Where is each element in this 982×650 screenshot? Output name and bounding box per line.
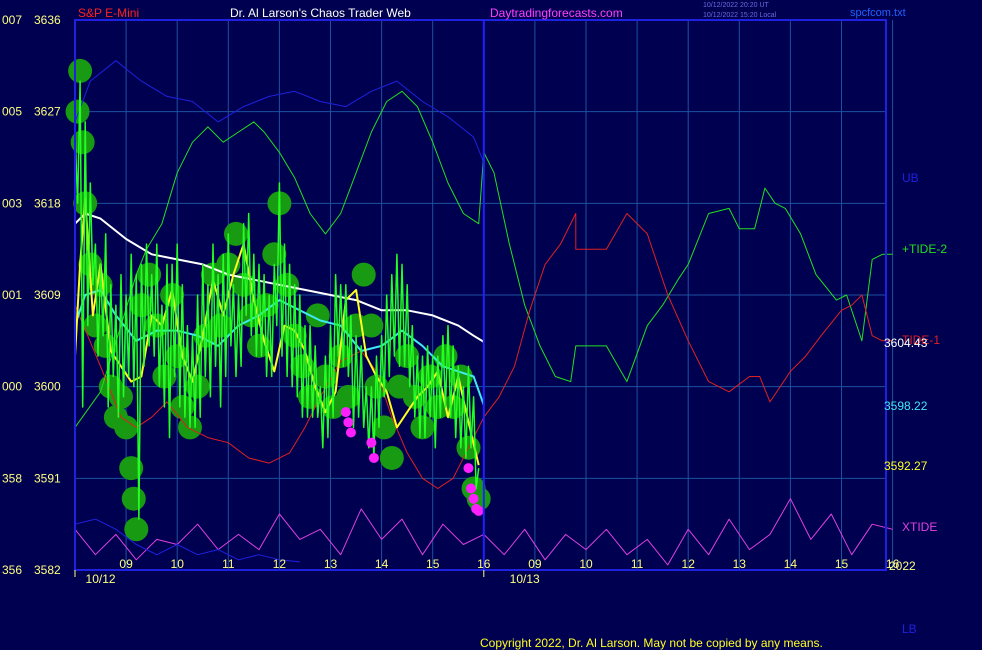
right-label: 2022 bbox=[889, 559, 916, 573]
y-tick-left-label: 358 bbox=[2, 471, 22, 485]
right-label: 3592.27 bbox=[884, 459, 928, 473]
y-tick-right-label: 3636 bbox=[34, 13, 61, 27]
series-line-tide2 bbox=[74, 90, 893, 428]
y-tick-left-label: 000 bbox=[2, 380, 22, 394]
series-line-white_avg bbox=[74, 212, 485, 343]
magenta-dots bbox=[340, 407, 484, 516]
price-circle bbox=[121, 486, 146, 511]
price-circle bbox=[262, 242, 287, 267]
header-author: Dr. Al Larson's Chaos Trader Web bbox=[230, 6, 411, 20]
price-circle bbox=[418, 364, 443, 389]
magenta-dot bbox=[340, 407, 351, 418]
magenta-dot bbox=[345, 427, 356, 438]
right-label: UB bbox=[902, 171, 919, 185]
magenta-dot bbox=[366, 437, 377, 448]
series-line-lb_low bbox=[74, 518, 300, 563]
right-label: 3598.22 bbox=[884, 399, 928, 413]
price-circle bbox=[83, 313, 108, 338]
right-label: LB bbox=[902, 622, 917, 636]
series-line-price bbox=[74, 80, 480, 520]
y-tick-left-label: 001 bbox=[2, 288, 22, 302]
price-circle bbox=[114, 415, 139, 440]
price-circle bbox=[124, 517, 149, 542]
x-tick-label: 13 bbox=[324, 557, 338, 571]
series-line-tide1 bbox=[74, 213, 893, 489]
y-tick-left-label: 003 bbox=[2, 196, 22, 210]
y-tick-right-label: 3582 bbox=[34, 563, 61, 577]
price-circle bbox=[119, 456, 144, 481]
magenta-dot bbox=[463, 463, 474, 474]
right-label: XTIDE bbox=[902, 520, 937, 534]
price-circle bbox=[65, 99, 90, 124]
x-tick-label: 16 bbox=[477, 557, 491, 571]
header-site[interactable]: Daytradingforecasts.com bbox=[490, 6, 623, 20]
y-tick-right-label: 3600 bbox=[34, 380, 61, 394]
x-tick-label: 15 bbox=[835, 557, 849, 571]
y-tick-right-label: 3618 bbox=[34, 196, 61, 210]
x-tick-label: 10 bbox=[579, 557, 593, 571]
x-tick-label: 14 bbox=[784, 557, 798, 571]
price-circle bbox=[70, 130, 95, 155]
x-tick-label: 14 bbox=[375, 557, 389, 571]
price-circle bbox=[410, 415, 435, 440]
y-axis-labels: 007 3636 005 3627 003 3618 001 3609 000 3600 358 35… bbox=[2, 13, 61, 577]
magenta-dot bbox=[466, 483, 477, 494]
copyright-notice: Copyright 2022, Dr. Al Larson. May not b… bbox=[480, 636, 823, 650]
plot-frame bbox=[74, 19, 887, 571]
price-circle bbox=[223, 221, 248, 246]
y-tick-left-label: 007 bbox=[2, 13, 22, 27]
x-tick-label: 12 bbox=[273, 557, 287, 571]
price-circle bbox=[137, 262, 162, 287]
magenta-dot bbox=[473, 505, 484, 516]
y-tick-right-label: 3609 bbox=[34, 288, 61, 302]
header-file: spcfcom.txt bbox=[850, 7, 906, 19]
header-stamp-local: 10/12/2022 15:20 Local bbox=[703, 12, 777, 19]
y-tick-left-label: 356 bbox=[2, 563, 22, 577]
x-tick-label: 16 bbox=[886, 557, 900, 571]
x-tick-label: 09 bbox=[119, 557, 133, 571]
right-label: +TIDE-2 bbox=[902, 242, 947, 256]
x-axis-labels: 09 10 11 12 13 14 15 16 09 10 11 12 13 14 15 16 10/12 10/… bbox=[74, 557, 900, 586]
x-tick-label: 13 bbox=[733, 557, 747, 571]
y-tick-right-label: 3627 bbox=[34, 105, 61, 119]
y-tick-right-label: 3591 bbox=[34, 471, 61, 485]
header-symbol: S&P E-Mini bbox=[78, 6, 139, 20]
price-circle bbox=[68, 58, 93, 83]
x-tick-label: 10 bbox=[171, 557, 185, 571]
series-line-yellow_ma bbox=[74, 197, 480, 466]
right-label: 3604.43 bbox=[884, 336, 928, 350]
magenta-dot bbox=[368, 452, 379, 463]
right-label: TIDE-1 bbox=[902, 333, 940, 347]
x-tick-label: 11 bbox=[222, 557, 235, 571]
price-circle bbox=[379, 445, 404, 470]
x-tick-label: 09 bbox=[528, 557, 542, 571]
x-tick-label: 11 bbox=[631, 557, 644, 571]
magenta-dot bbox=[343, 417, 354, 428]
date-label: 10/12 bbox=[86, 572, 116, 586]
price-circle bbox=[351, 262, 376, 287]
price-circle bbox=[359, 313, 384, 338]
x-tick-label: 15 bbox=[426, 557, 440, 571]
header-stamp-ut: 10/12/2022 20:20 UT bbox=[703, 2, 769, 9]
x-tick-label: 12 bbox=[682, 557, 696, 571]
series-line-ub bbox=[74, 60, 485, 163]
date-label: 10/13 bbox=[510, 572, 540, 586]
magenta-dot bbox=[468, 493, 479, 504]
price-circle bbox=[336, 384, 361, 409]
y-tick-left-label: 005 bbox=[2, 105, 22, 119]
